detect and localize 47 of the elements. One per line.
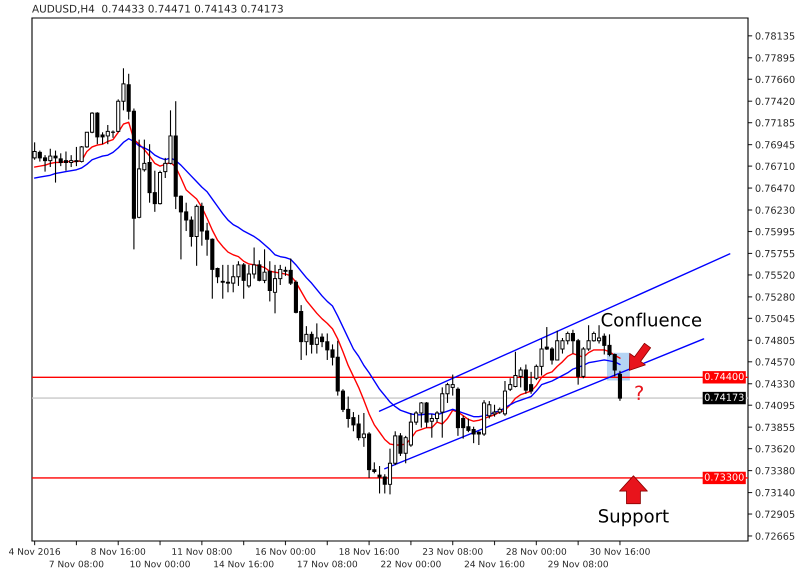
ref-line-label: 0.74173 (704, 394, 744, 401)
y-tick-label: 0.77185 (756, 119, 794, 127)
annotation: Support (598, 509, 669, 526)
y-tick-label: 0.77895 (756, 54, 794, 62)
y-tick-label: 0.76470 (756, 184, 795, 192)
y-tick-label: 0.75280 (756, 293, 795, 301)
y-tick-label: 0.73380 (756, 467, 795, 474)
y-tick-label: 0.74805 (756, 336, 794, 344)
y-tick-label: 0.74570 (756, 358, 795, 366)
y-tick-label: 0.75520 (756, 271, 795, 279)
x-tick-label: 30 Nov 16:00 (590, 548, 650, 555)
annotation: ? (635, 385, 643, 400)
y-tick-label: 0.74095 (756, 402, 794, 410)
x-tick-label: 8 Nov 16:00 (91, 548, 146, 555)
ref-line-label: 0.73300 (704, 473, 744, 481)
y-tick-label: 0.73140 (756, 489, 795, 496)
x-tick-label: 4 Nov 2016 (9, 548, 60, 555)
x-tick-label: 18 Nov 16:00 (340, 548, 399, 555)
y-tick-label: 0.75045 (756, 314, 794, 322)
y-tick-label: 0.78135 (756, 32, 794, 40)
y-tick-label: 0.77420 (756, 98, 795, 106)
y-tick-label: 0.76945 (756, 141, 794, 148)
ref-line-label: 0.74400 (704, 372, 744, 380)
x-tick-label: 24 Nov 16:00 (464, 560, 524, 568)
x-tick-label: 22 Nov 00:00 (381, 560, 441, 568)
y-tick-label: 0.76230 (756, 206, 795, 214)
x-tick-label: 10 Nov 00:00 (130, 560, 190, 568)
y-tick-label: 0.72905 (756, 510, 794, 518)
x-tick-label: 16 Nov 00:00 (256, 548, 316, 555)
y-tick-label: 0.76710 (756, 162, 795, 170)
x-tick-label: 7 Nov 08:00 (50, 560, 104, 568)
y-tick-label: 0.77660 (756, 76, 795, 84)
y-tick-label: 0.73620 (756, 445, 795, 452)
x-tick-label: 11 Nov 08:00 (172, 548, 232, 555)
candlestick (618, 370, 622, 402)
x-tick-label: 29 Nov 08:00 (548, 560, 608, 568)
x-tick-label: 17 Nov 08:00 (298, 560, 358, 568)
x-tick-label: 23 Nov 08:00 (422, 548, 483, 555)
chart-title: AUDUSD,H4 0.74433 0.74471 0.74143 0.74173 (32, 4, 283, 14)
x-tick-label: 14 Nov 16:00 (214, 560, 274, 568)
y-tick-label: 0.75995 (756, 228, 794, 236)
y-tick-label: 0.72665 (756, 532, 794, 540)
y-tick-label: 0.74330 (756, 380, 795, 388)
x-tick-label: 28 Nov 00:00 (506, 548, 566, 555)
y-tick-label: 0.73855 (756, 424, 794, 431)
y-tick-label: 0.75755 (756, 250, 794, 258)
annotation: Confluence (602, 312, 702, 327)
